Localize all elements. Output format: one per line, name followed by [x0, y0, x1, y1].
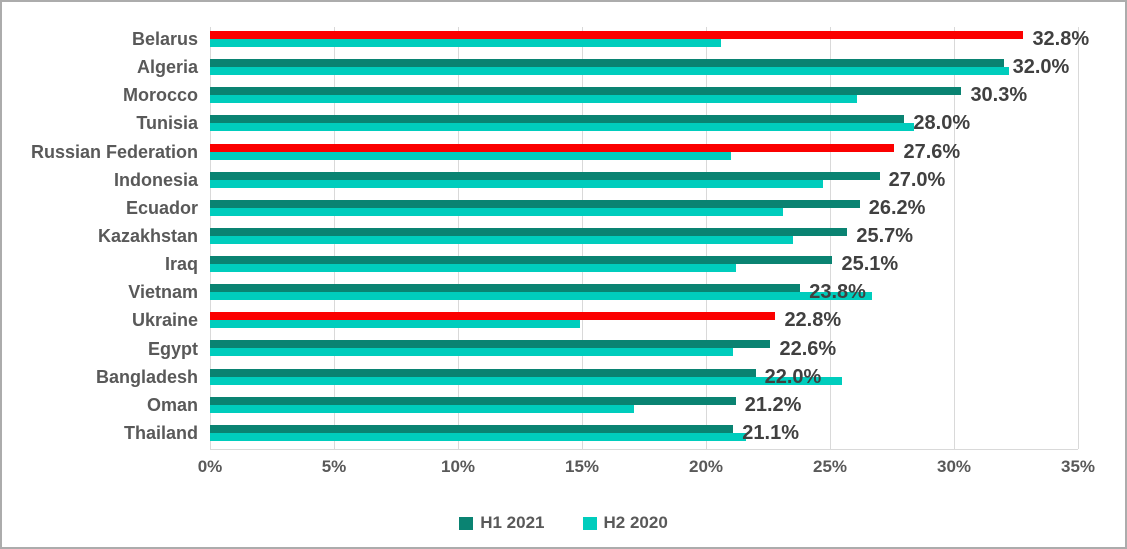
x-tick-label: 25%: [812, 457, 848, 476]
x-tick-label: 20%: [688, 457, 724, 476]
bar-h1-2021: [210, 312, 776, 321]
data-label: 22.0%: [764, 365, 822, 388]
bar-h1-2021: [210, 424, 734, 433]
bar-h2-2020: [210, 67, 1009, 76]
bar-h2-2020: [210, 320, 580, 329]
category-label: Belarus: [131, 29, 198, 50]
bar-h2-2020: [210, 292, 873, 301]
gridline: [1077, 27, 1079, 449]
legend: H1 2021 H2 2020: [2, 508, 1125, 538]
data-label: 21.2%: [744, 393, 802, 416]
data-label: 22.8%: [784, 309, 842, 332]
category-label: Morocco: [122, 85, 198, 106]
legend-label-h1-2021: H1 2021: [480, 513, 545, 532]
category-label: Ecuador: [125, 197, 198, 218]
legend-swatch-h2-2020-icon: [582, 516, 597, 530]
data-label: 23.8%: [809, 281, 866, 304]
bar-h2-2020: [210, 404, 635, 413]
x-tick-label: 5%: [321, 457, 347, 476]
category-label: Vietnam: [128, 282, 198, 303]
data-label: 26.2%: [868, 196, 926, 219]
bar-h1-2021: [210, 340, 771, 349]
bar-h1-2021: [210, 368, 756, 377]
x-tick-label: 30%: [936, 457, 972, 476]
category-label: Bangladesh: [95, 366, 198, 387]
bar-h1-2021: [210, 143, 895, 152]
bar-h1-2021: [210, 284, 801, 293]
bar-h1-2021: [210, 31, 1024, 39]
bar-h2-2020: [210, 179, 823, 188]
category-label: Algeria: [136, 57, 198, 78]
category-label: Oman: [146, 394, 198, 415]
data-label: 27.6%: [903, 140, 961, 163]
bar-h1-2021: [210, 59, 1004, 68]
bar-h1-2021: [210, 115, 905, 124]
category-label: Iraq: [164, 254, 198, 275]
category-label: Thailand: [123, 422, 198, 443]
gridline: [953, 27, 955, 449]
bar-h1-2021: [210, 87, 962, 96]
bar-h2-2020: [210, 123, 915, 132]
legend-item-h2-2020: H2 2020: [582, 513, 668, 533]
gridline: [829, 27, 831, 449]
bar-h2-2020: [210, 39, 721, 47]
legend-swatch-h1-2021-icon: [459, 516, 474, 530]
bar-h2-2020: [210, 235, 793, 244]
bar-h1-2021: [210, 227, 848, 236]
x-axis-line: [210, 449, 1078, 450]
data-label: 21.1%: [742, 421, 799, 444]
bar-h1-2021: [210, 396, 736, 405]
category-label: Kazakhstan: [97, 226, 198, 246]
data-label: 25.7%: [856, 225, 914, 247]
bar-h2-2020: [210, 348, 734, 357]
bar-h2-2020: [210, 376, 843, 385]
category-label: Ukraine: [131, 310, 198, 331]
x-tick-label: 10%: [440, 457, 476, 476]
category-label: Egypt: [147, 338, 198, 359]
data-label: 32.8%: [1032, 28, 1090, 51]
legend-item-h1-2021: H1 2021: [459, 513, 545, 533]
x-tick-label: 35%: [1060, 457, 1096, 476]
data-label: 25.1%: [841, 253, 899, 276]
bar-h1-2021: [210, 171, 880, 180]
data-label: 22.6%: [779, 337, 837, 360]
category-label: Tunisia: [136, 113, 198, 134]
category-label: Russian Federation: [30, 141, 198, 162]
bar-h2-2020: [210, 207, 783, 216]
bar-h2-2020: [210, 432, 746, 441]
bar-h1-2021: [210, 199, 860, 208]
bar-h2-2020: [210, 264, 736, 273]
x-tick-label: 0%: [197, 457, 223, 476]
data-label: 32.0%: [1012, 56, 1070, 79]
legend-label-h2-2020: H2 2020: [603, 513, 668, 532]
bar-h1-2021: [210, 256, 833, 265]
bar-h2-2020: [210, 151, 731, 160]
data-label: 28.0%: [913, 112, 971, 135]
category-label: Indonesia: [113, 169, 198, 190]
data-label: 27.0%: [888, 168, 946, 191]
bar-h2-2020: [210, 95, 858, 104]
data-label: 30.3%: [970, 84, 1028, 107]
x-tick-label: 15%: [564, 457, 600, 476]
